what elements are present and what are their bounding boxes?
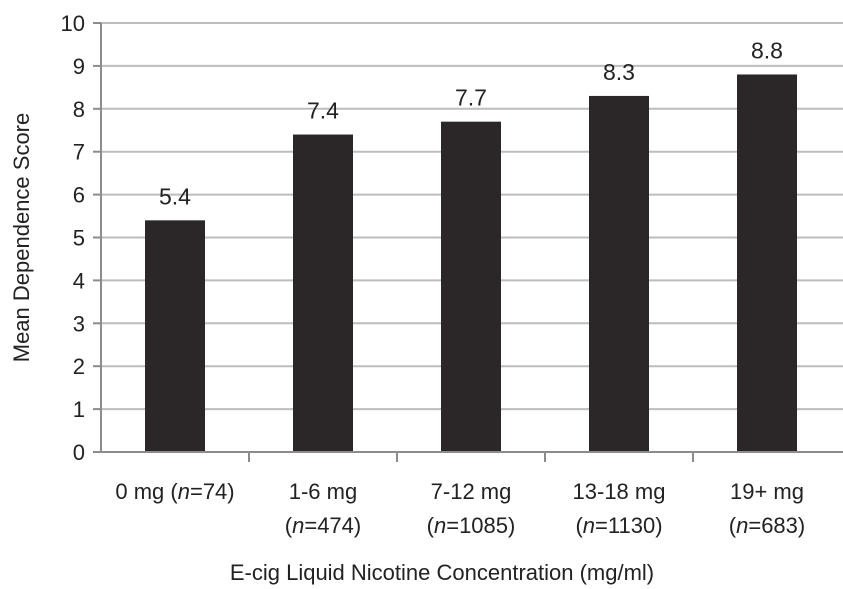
x-tick-label: 0 mg (n=74) xyxy=(115,479,234,504)
y-tick-label: 1 xyxy=(73,397,85,422)
bar xyxy=(293,134,353,453)
bar xyxy=(589,95,649,453)
y-tick-label: 8 xyxy=(73,97,85,122)
y-tick-label: 3 xyxy=(73,311,85,336)
data-label: 7.4 xyxy=(307,98,339,124)
y-axis-title: Mean Dependence Score xyxy=(9,113,34,363)
x-tick-labels: 0 mg (n=74) 1-6 mg (n=474) 7-12 mg (n=1085) 1… xyxy=(115,452,805,538)
y-tick-labels: 0 1 2 3 4 5 6 7 8 9 10 xyxy=(61,11,101,465)
x-tick-label: 19+ mg xyxy=(730,479,804,504)
x-axis-title: E-cig Liquid Nicotine Concentration (mg/… xyxy=(230,560,654,585)
data-label: 8.8 xyxy=(751,37,783,63)
x-tick-label-n: (n=1130) xyxy=(575,513,662,538)
bar xyxy=(737,74,797,452)
x-tick-label-n: (n=474) xyxy=(285,513,361,538)
y-tick-label: 10 xyxy=(61,11,85,36)
x-tick-label-n: (n=683) xyxy=(729,513,805,538)
bar xyxy=(145,220,205,452)
x-tick-label: 7-12 mg xyxy=(431,479,512,504)
bars xyxy=(145,74,797,453)
y-tick-label: 9 xyxy=(73,54,85,79)
y-tick-label: 5 xyxy=(73,226,85,251)
y-tick-label: 4 xyxy=(73,268,85,293)
data-label: 5.4 xyxy=(159,183,191,209)
y-tick-label: 0 xyxy=(73,440,85,465)
x-tick-label: 1-6 mg xyxy=(289,479,357,504)
bar xyxy=(441,121,501,453)
data-labels: 5.4 7.4 7.7 8.3 8.8 xyxy=(159,37,783,209)
y-tick-label: 7 xyxy=(73,140,85,165)
x-tick-label: 13-18 mg xyxy=(573,479,666,504)
x-tick-label-n: (n=1085) xyxy=(427,513,516,538)
data-label: 8.3 xyxy=(603,59,635,85)
y-tick-label: 6 xyxy=(73,183,85,208)
y-tick-label: 2 xyxy=(73,354,85,379)
data-label: 7.7 xyxy=(455,85,487,111)
